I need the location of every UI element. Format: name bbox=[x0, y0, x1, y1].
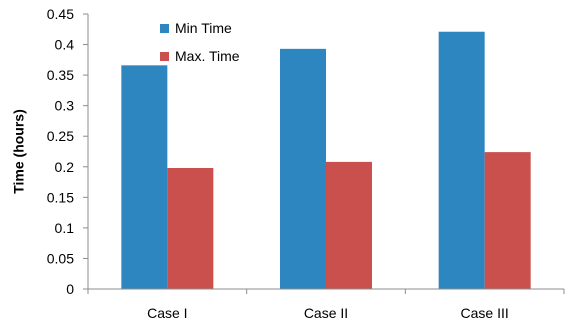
y-axis-ticks: 0 0.05 0.1 0.15 0.2 0.25 0.3 0.35 0.4 0.45 bbox=[47, 6, 88, 297]
bar-max-time-1 bbox=[167, 168, 214, 289]
bar-min-time-2 bbox=[280, 48, 326, 290]
y-tick-label: 0.1 bbox=[55, 220, 75, 236]
y-tick-label: 0.05 bbox=[47, 250, 74, 266]
legend-label: Min Time bbox=[175, 20, 232, 36]
x-tick-label: Case I bbox=[147, 305, 187, 321]
y-tick-label: 0.45 bbox=[47, 6, 74, 22]
bar-marks bbox=[121, 31, 531, 290]
x-tick-label: Case II bbox=[304, 305, 348, 321]
y-tick-label: 0.4 bbox=[55, 37, 75, 53]
legend: Min Time Max. Time bbox=[160, 20, 240, 64]
y-axis-label: Time (hours) bbox=[11, 109, 27, 194]
y-tick-label: 0 bbox=[66, 281, 74, 297]
y-tick-label: 0.25 bbox=[47, 128, 74, 144]
bar-min-time-3 bbox=[438, 31, 485, 289]
x-axis-ticks: Case I Case II Case III bbox=[87, 289, 565, 321]
bar-max-time-2 bbox=[326, 161, 372, 289]
y-tick-label: 0.15 bbox=[47, 189, 74, 205]
y-tick-label: 0.35 bbox=[47, 67, 74, 83]
legend-label: Max. Time bbox=[175, 48, 240, 64]
bar-min-time-1 bbox=[121, 65, 168, 289]
x-tick-label: Case III bbox=[461, 305, 509, 321]
bar-max-time-3 bbox=[484, 152, 531, 289]
y-tick-label: 0.2 bbox=[55, 159, 75, 175]
legend-swatch bbox=[160, 24, 169, 33]
y-tick-label: 0.3 bbox=[55, 98, 75, 114]
legend-swatch bbox=[160, 52, 169, 61]
